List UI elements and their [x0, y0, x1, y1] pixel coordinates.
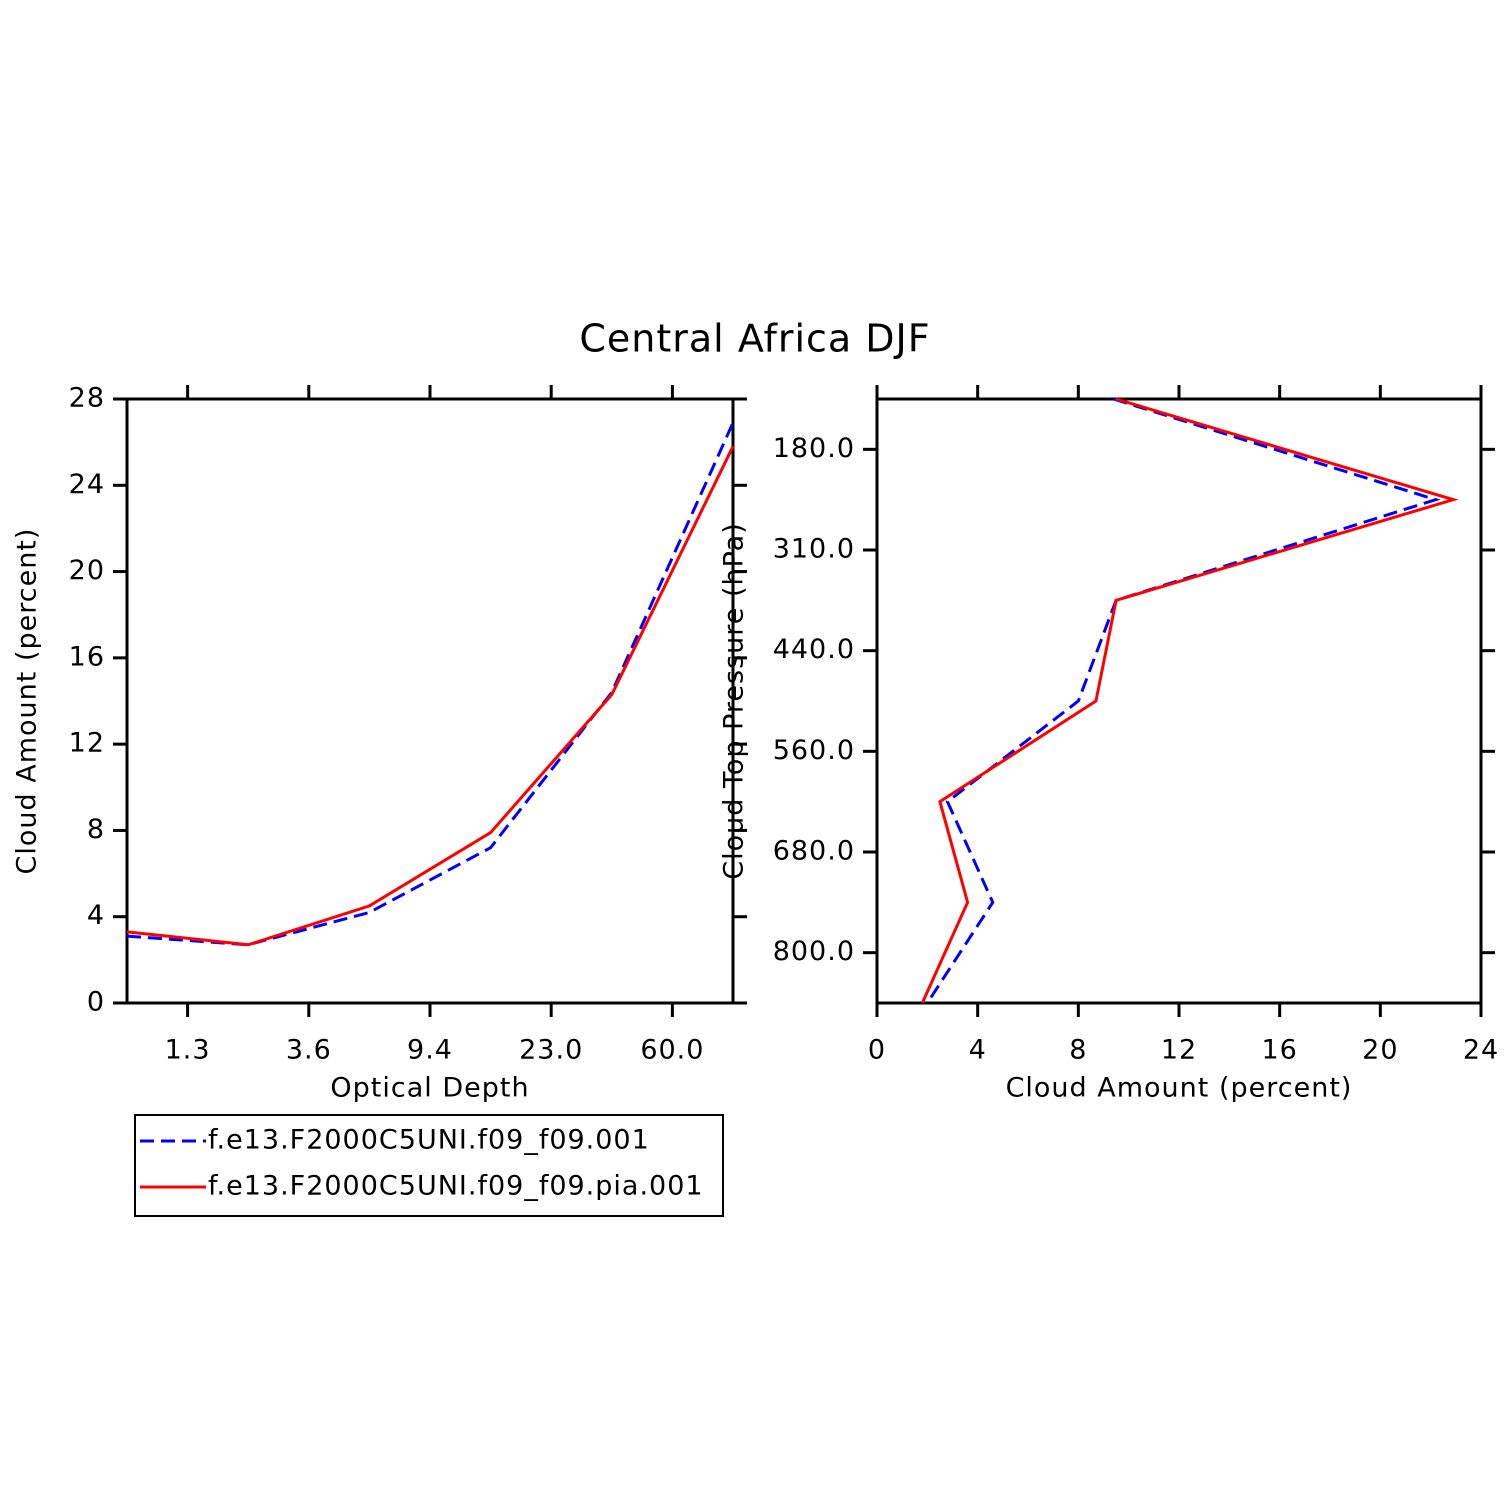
x-axis-label: Cloud Amount (percent) [1006, 1073, 1353, 1104]
x-axis-label: Optical Depth [330, 1073, 529, 1104]
y-tick-label: 4 [87, 900, 105, 931]
y-tick-label: 680.0 [773, 836, 855, 867]
x-tick-label: 1.3 [165, 1035, 211, 1066]
figure-title: Central Africa DJF [579, 317, 930, 361]
y-tick-label: 180.0 [773, 433, 855, 464]
legend-label: f.e13.F2000C5UNI.f09_f09.pia.001 [208, 1171, 704, 1202]
y-tick-label: 0 [87, 987, 105, 1018]
x-tick-label: 3.6 [286, 1035, 332, 1066]
x-tick-label: 20 [1362, 1035, 1398, 1066]
x-tick-label: 16 [1261, 1035, 1297, 1066]
y-tick-label: 440.0 [773, 634, 855, 665]
x-tick-label: 0 [868, 1035, 886, 1066]
y-tick-label: 560.0 [773, 735, 855, 766]
y-tick-label: 20 [69, 555, 105, 586]
legend-label: f.e13.F2000C5UNI.f09_f09.001 [208, 1125, 650, 1156]
series-line [926, 397, 1441, 1004]
legend-box [134, 1114, 724, 1217]
x-tick-label: 24 [1463, 1035, 1499, 1066]
x-tick-label: 60.0 [640, 1035, 704, 1066]
plot-frame [875, 397, 1483, 1005]
x-tick-label: 9.4 [407, 1035, 453, 1066]
y-axis-label: Cloud Amount (percent) [12, 528, 43, 875]
x-tick-label: 23.0 [519, 1035, 583, 1066]
y-tick-label: 24 [69, 469, 105, 500]
y-tick-label: 12 [69, 728, 105, 759]
y-tick-label: 28 [69, 383, 105, 414]
series-line [920, 397, 1459, 1004]
plot-frame [125, 397, 735, 1005]
y-tick-label: 800.0 [773, 936, 855, 967]
series-line [126, 422, 735, 947]
series-line [126, 445, 735, 947]
y-tick-label: 310.0 [773, 534, 855, 565]
y-tick-label: 16 [69, 641, 105, 672]
y-axis-label: Cloud Top Pressure (hPa) [719, 522, 750, 880]
x-tick-label: 8 [1069, 1035, 1087, 1066]
y-tick-label: 8 [87, 814, 105, 845]
x-tick-label: 4 [969, 1035, 987, 1066]
x-tick-label: 12 [1161, 1035, 1197, 1066]
